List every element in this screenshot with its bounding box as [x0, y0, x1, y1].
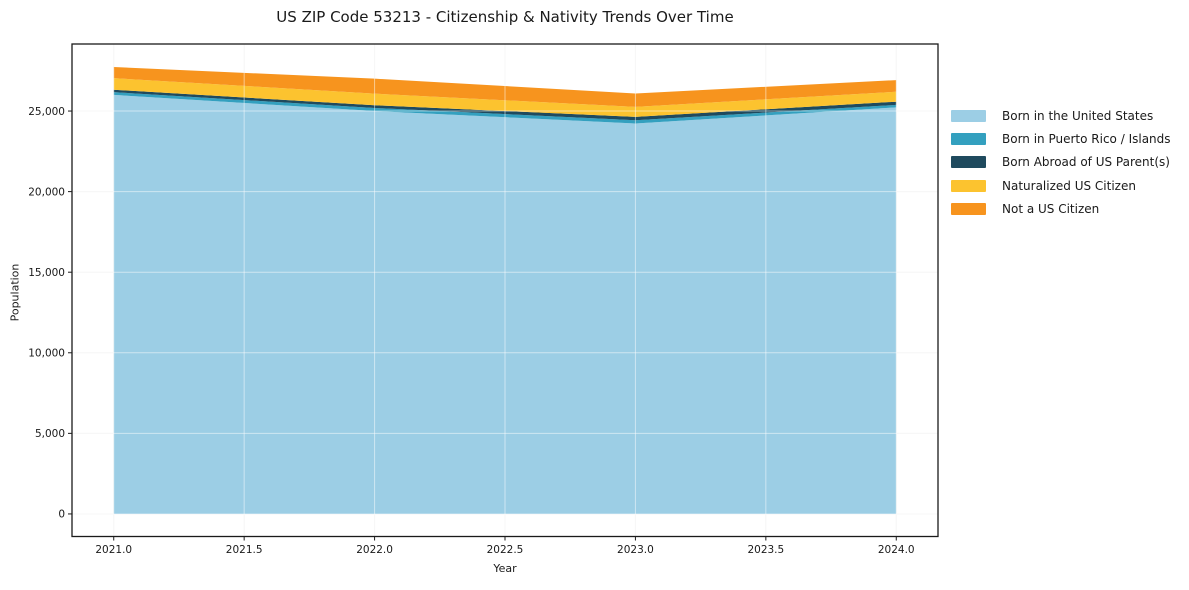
x-tick-label: 2024.0 — [878, 544, 915, 556]
legend-label: Born Abroad of US Parent(s) — [1002, 155, 1170, 170]
x-tick-label: 2022.0 — [356, 544, 393, 556]
x-axis-title: Year — [493, 562, 517, 575]
legend-label: Born in the United States — [1002, 108, 1154, 123]
legend-swatch-born-in-puerto-rico — [951, 133, 986, 146]
y-axis-title: Population — [8, 263, 22, 322]
y-tick-label: 5,000 — [35, 428, 65, 440]
legend-swatch-not-citizen — [951, 203, 986, 216]
legend-item-born-in-puerto-rico: Born in Puerto Rico / Islands — [951, 127, 1171, 150]
y-tick-label: 0 — [58, 509, 65, 521]
legend-label: Not a US Citizen — [1002, 202, 1100, 217]
legend: Born in the United States Born in Puerto… — [951, 104, 1171, 221]
legend-item-naturalized: Naturalized US Citizen — [951, 174, 1171, 197]
legend-item-born-abroad: Born Abroad of US Parent(s) — [951, 151, 1171, 174]
legend-swatch-naturalized — [951, 179, 986, 192]
legend-item-not-citizen: Not a US Citizen — [951, 198, 1171, 221]
y-tick-label: 15,000 — [28, 267, 65, 279]
legend-item-born-in-us: Born in the United States — [951, 104, 1171, 127]
x-tick-label: 2022.5 — [487, 544, 524, 556]
y-tick-label: 25,000 — [28, 106, 65, 118]
area-series-naturalized-us-citizen — [113, 78, 897, 117]
x-tick-label: 2023.0 — [617, 544, 654, 556]
x-tick-label: 2023.5 — [747, 544, 784, 556]
x-tick-label: 2021.5 — [226, 544, 263, 556]
chart-title: US ZIP Code 53213 - Citizenship & Nativi… — [276, 8, 734, 26]
y-tick-label: 20,000 — [28, 186, 65, 198]
legend-label: Born in Puerto Rico / Islands — [1002, 132, 1171, 147]
legend-label: Naturalized US Citizen — [1002, 178, 1136, 193]
y-tick-label: 10,000 — [28, 348, 65, 360]
x-tick-label: 2021.0 — [95, 544, 132, 556]
legend-swatch-born-abroad — [951, 156, 986, 169]
legend-swatch-born-in-us — [951, 109, 986, 122]
